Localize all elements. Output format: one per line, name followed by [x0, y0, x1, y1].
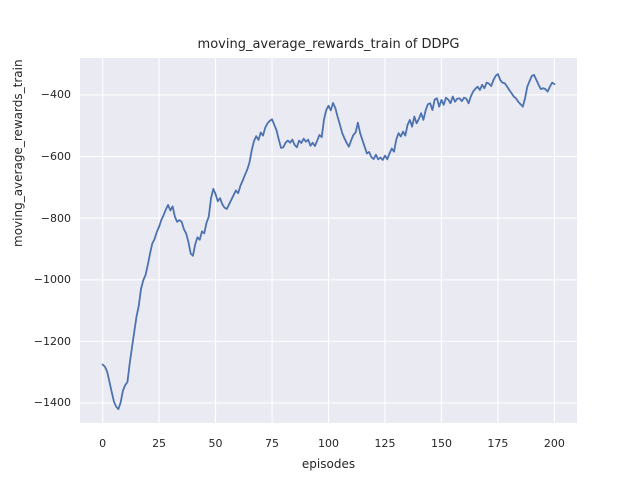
y-axis-label: moving_average_rewards_train: [11, 59, 25, 247]
y-tick-label: −600: [40, 150, 71, 164]
y-tick-label: −1000: [33, 273, 71, 287]
y-tick-label: −400: [40, 88, 71, 102]
x-tick-label: 200: [543, 437, 565, 450]
y-tick-label: −1400: [33, 396, 71, 410]
y-tick-label: −1200: [33, 334, 71, 348]
x-axis-label: episodes: [301, 457, 356, 471]
chart-title: moving_average_rewards_train of DDPG: [197, 37, 460, 52]
x-tick-label: 150: [430, 437, 452, 450]
x-tick-label: 100: [318, 437, 339, 450]
x-tick-label: 50: [208, 437, 223, 450]
x-tick-label: 75: [265, 437, 280, 450]
x-tick-label: 25: [152, 437, 167, 450]
x-tick-label: 175: [487, 437, 509, 450]
x-tick-label: 0: [99, 437, 107, 450]
data-line: [101, 73, 556, 411]
x-tick-label: 125: [374, 437, 396, 450]
y-tick-label: −800: [40, 211, 71, 225]
